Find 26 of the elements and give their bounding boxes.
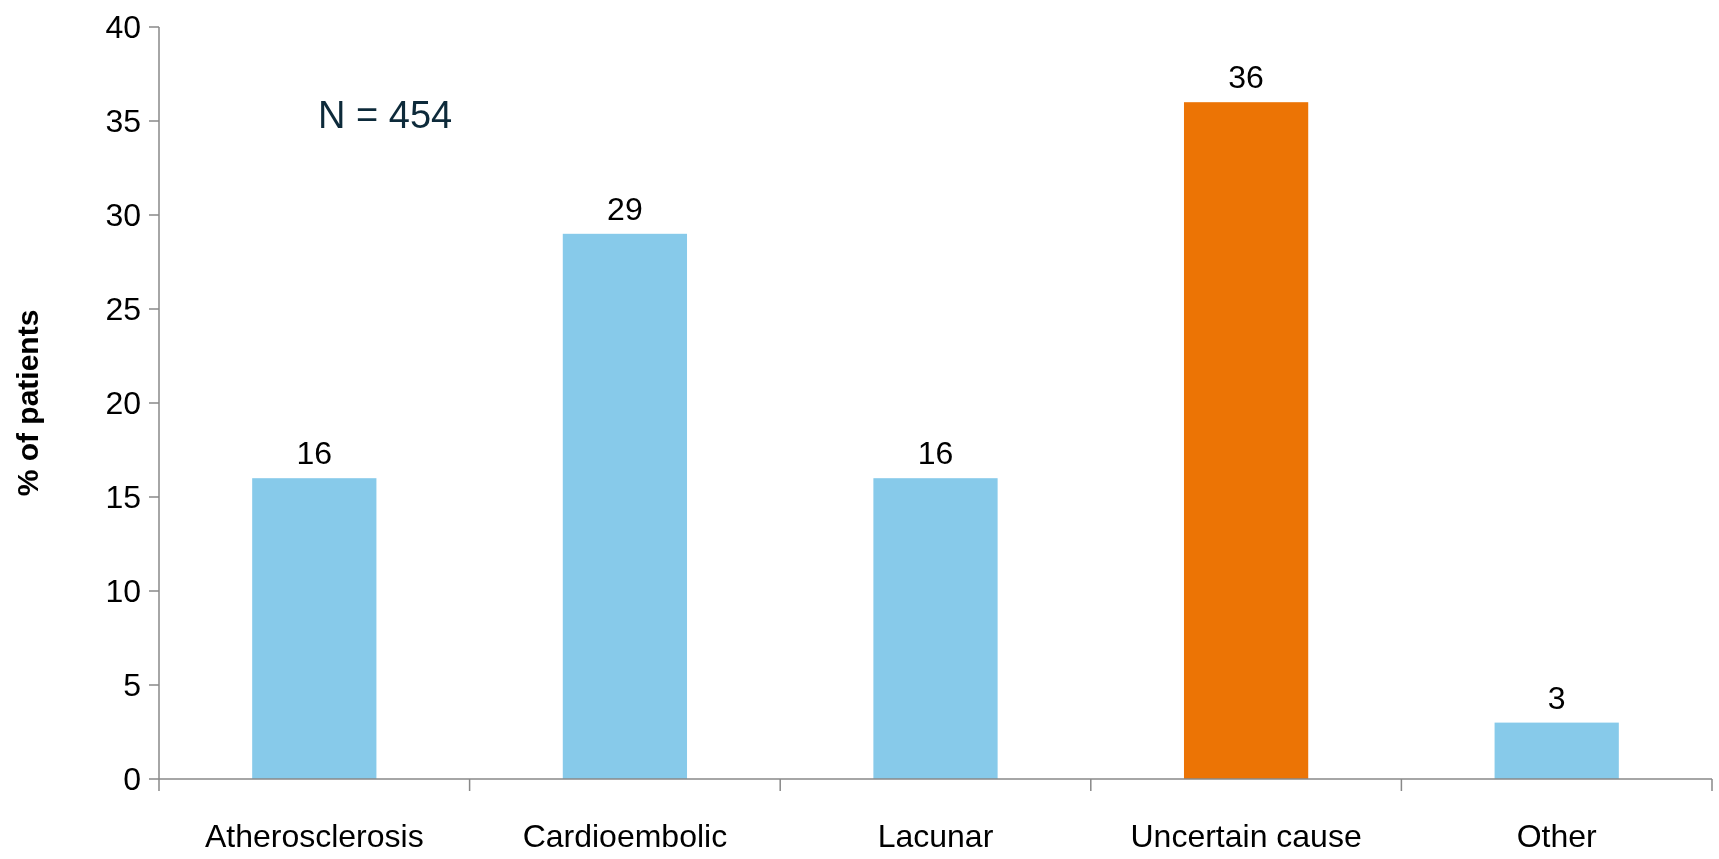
bar: [252, 478, 377, 779]
y-tick-label: 10: [105, 573, 141, 610]
y-tick-label: 30: [105, 197, 141, 234]
data-label: 16: [296, 435, 333, 472]
bar: [1183, 102, 1309, 779]
x-tick-label: Atherosclerosis: [204, 818, 424, 854]
data-label: 16: [917, 435, 954, 472]
annotation: N = 454: [318, 94, 453, 136]
y-tick-label: 35: [105, 103, 141, 140]
y-tick-label: 25: [105, 291, 141, 328]
data-label: 3: [1547, 679, 1566, 716]
data-label: 36: [1228, 59, 1264, 96]
bar: [873, 478, 998, 779]
y-tick-label: 0: [123, 761, 141, 798]
x-tick-label: Other: [1516, 818, 1598, 854]
bar: [562, 233, 688, 779]
data-label: 29: [607, 190, 643, 227]
x-tick-label: Uncertain cause: [1130, 818, 1362, 854]
bar: [1494, 722, 1619, 779]
y-tick-label: 5: [123, 667, 141, 704]
x-tick-label: Lacunar: [877, 818, 994, 854]
y-axis-title: % of patients: [11, 309, 44, 497]
y-tick-label: 15: [105, 479, 141, 516]
y-tick-label: 40: [105, 9, 141, 46]
x-tick-label: Cardioembolic: [522, 818, 728, 854]
y-tick-label: 20: [105, 385, 141, 422]
